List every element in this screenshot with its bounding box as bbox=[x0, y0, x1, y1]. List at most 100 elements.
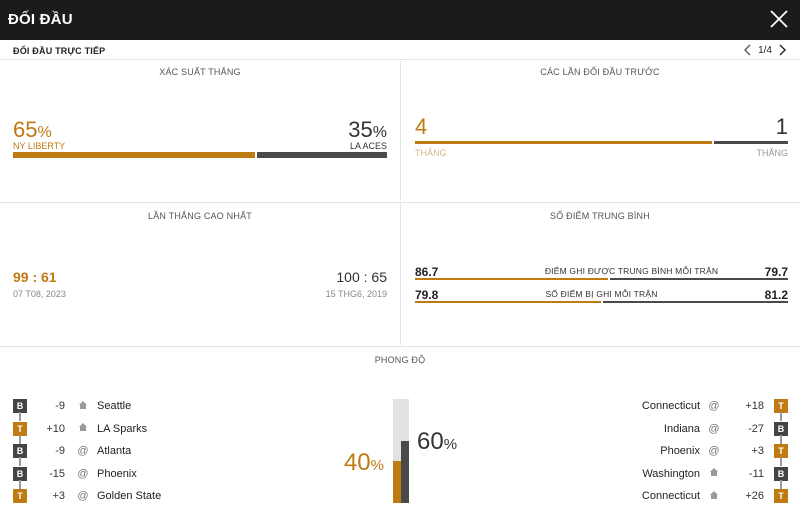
biggest-win-title: LẦN THẮNG CAO NHẤT bbox=[148, 211, 252, 221]
home-form-row: B -9 @ Atlanta bbox=[13, 443, 131, 459]
home-form-result-badge: T bbox=[13, 489, 27, 503]
home-avg-value: 86.7 bbox=[415, 265, 439, 279]
divider bbox=[0, 202, 800, 203]
home-icon bbox=[710, 490, 718, 499]
away-win-pct-value: 35 bbox=[348, 117, 373, 142]
away-form-opponent: Indiana bbox=[663, 422, 700, 435]
home-icon bbox=[710, 468, 718, 476]
away-win-pct: 35% bbox=[348, 117, 387, 143]
home-form-connector bbox=[19, 434, 21, 444]
home-form-result-badge: B bbox=[13, 466, 27, 481]
home-avg-bar bbox=[415, 301, 601, 303]
away-form-connector bbox=[780, 457, 782, 466]
away-form-row: Phoenix @ +3 T bbox=[660, 443, 788, 459]
close-icon[interactable] bbox=[768, 8, 790, 30]
home-form-margin: -9 bbox=[55, 400, 65, 412]
home-form-result-badge: T bbox=[13, 421, 27, 436]
away-form-opponent: Phoenix bbox=[660, 445, 700, 457]
percent-symbol: % bbox=[372, 124, 387, 141]
away-form-row: Connecticut +26 T bbox=[642, 488, 788, 504]
away-form-bar bbox=[401, 399, 409, 503]
away-form-venue bbox=[706, 490, 722, 503]
away-form-margin: +26 bbox=[745, 490, 764, 502]
away-avg-value: 79.7 bbox=[764, 265, 788, 279]
away-biggest-score: 100 : 65 bbox=[336, 269, 387, 285]
away-form-result-badge: B bbox=[774, 421, 788, 436]
away-form-pct-value: 60 bbox=[417, 428, 444, 455]
home-form-bar-fill bbox=[393, 461, 401, 503]
home-avg-bar bbox=[415, 278, 608, 280]
home-form-pct: 40% bbox=[344, 449, 384, 477]
home-form-connector bbox=[19, 457, 21, 466]
home-win-pct-value: 65 bbox=[13, 117, 38, 142]
home-form-connector bbox=[19, 479, 21, 489]
home-win-bar bbox=[13, 152, 255, 158]
percent-symbol: % bbox=[37, 124, 52, 141]
away-form-margin: +18 bbox=[745, 400, 764, 412]
chevron-right-icon[interactable] bbox=[776, 43, 788, 57]
away-form-result-badge: B bbox=[774, 466, 788, 481]
away-biggest-date: 15 THG6, 2019 bbox=[325, 289, 387, 299]
home-form-margin: +3 bbox=[52, 490, 65, 502]
away-form-venue: @ bbox=[708, 445, 720, 457]
away-form-row: Washington -11 B bbox=[642, 466, 788, 482]
home-icon bbox=[79, 423, 87, 431]
chevron-left-icon[interactable] bbox=[742, 43, 754, 57]
home-biggest-date: 07 T08, 2023 bbox=[13, 289, 66, 299]
home-form-row: T +10 LA Sparks bbox=[13, 421, 147, 437]
away-form-margin: +3 bbox=[751, 445, 764, 457]
home-form-opponent: Golden State bbox=[97, 490, 162, 502]
home-form-pct-value: 40 bbox=[343, 449, 371, 476]
away-team-name: LA ACES bbox=[349, 141, 387, 151]
away-form-opponent: Connecticut bbox=[641, 400, 700, 412]
section-label: ĐỐI ĐẦU TRỰC TIẾP bbox=[13, 46, 106, 56]
home-form-result-badge: B bbox=[13, 444, 27, 458]
away-prev-bar bbox=[714, 141, 788, 144]
section-header: ĐỐI ĐẦU TRỰC TIẾP 1/4 bbox=[0, 40, 800, 60]
home-form-margin: -9 bbox=[55, 445, 65, 457]
home-win-pct: 65% bbox=[13, 117, 52, 143]
away-form-result-badge: T bbox=[774, 399, 788, 413]
home-form-venue: @ bbox=[77, 490, 89, 502]
away-form-result-badge: T bbox=[774, 444, 788, 458]
avg-points-title: SỐ ĐIỂM TRUNG BÌNH bbox=[550, 211, 650, 221]
away-form-margin: -11 bbox=[748, 467, 764, 480]
form-title: PHONG ĐỘ bbox=[374, 355, 426, 365]
away-avg-bar bbox=[610, 278, 788, 280]
away-form-venue bbox=[706, 467, 722, 480]
home-form-bar bbox=[393, 399, 401, 503]
home-form-venue: @ bbox=[77, 445, 89, 457]
modal-header: ĐỐI ĐẦU bbox=[0, 0, 800, 40]
home-avg-value: 79.8 bbox=[415, 288, 439, 302]
away-prev-wins: 1 bbox=[775, 114, 788, 139]
away-form-connector bbox=[780, 412, 782, 421]
home-form-venue bbox=[75, 400, 91, 413]
home-form-row: B -9 Seattle bbox=[13, 398, 131, 414]
away-form-result-badge: T bbox=[774, 489, 788, 503]
home-form-venue: @ bbox=[77, 467, 89, 480]
avg-stat-label: ĐIỂM GHI ĐƯỢC TRUNG BÌNH MỖI TRẬN bbox=[544, 266, 719, 276]
away-win-bar bbox=[257, 152, 387, 158]
percent-symbol: % bbox=[443, 436, 458, 453]
divider bbox=[0, 346, 800, 347]
home-form-row: T +3 @ Golden State bbox=[13, 488, 161, 504]
home-prev-label: THẮNG bbox=[415, 148, 447, 158]
away-avg-value: 81.2 bbox=[764, 288, 788, 302]
home-form-row: B -15 @ Phoenix bbox=[13, 466, 137, 482]
away-form-row: Connecticut @ +18 T bbox=[642, 398, 788, 414]
home-prev-bar bbox=[415, 141, 712, 144]
away-form-connector bbox=[780, 479, 782, 489]
home-form-result-badge: B bbox=[13, 399, 27, 413]
divider bbox=[400, 61, 401, 201]
away-form-connector bbox=[780, 434, 782, 444]
away-form-opponent: Washington bbox=[642, 467, 700, 480]
home-form-opponent: LA Sparks bbox=[97, 422, 148, 435]
away-form-pct: 60% bbox=[417, 428, 457, 456]
percent-symbol: % bbox=[370, 457, 384, 474]
prev-meetings-title: CÁC LẦN ĐỐI ĐẦU TRƯỚC bbox=[540, 67, 660, 77]
pager: 1/4 bbox=[742, 43, 788, 57]
home-form-venue bbox=[75, 422, 91, 435]
home-prev-wins: 4 bbox=[415, 114, 428, 139]
home-icon bbox=[79, 400, 87, 409]
home-form-opponent: Atlanta bbox=[97, 445, 132, 457]
